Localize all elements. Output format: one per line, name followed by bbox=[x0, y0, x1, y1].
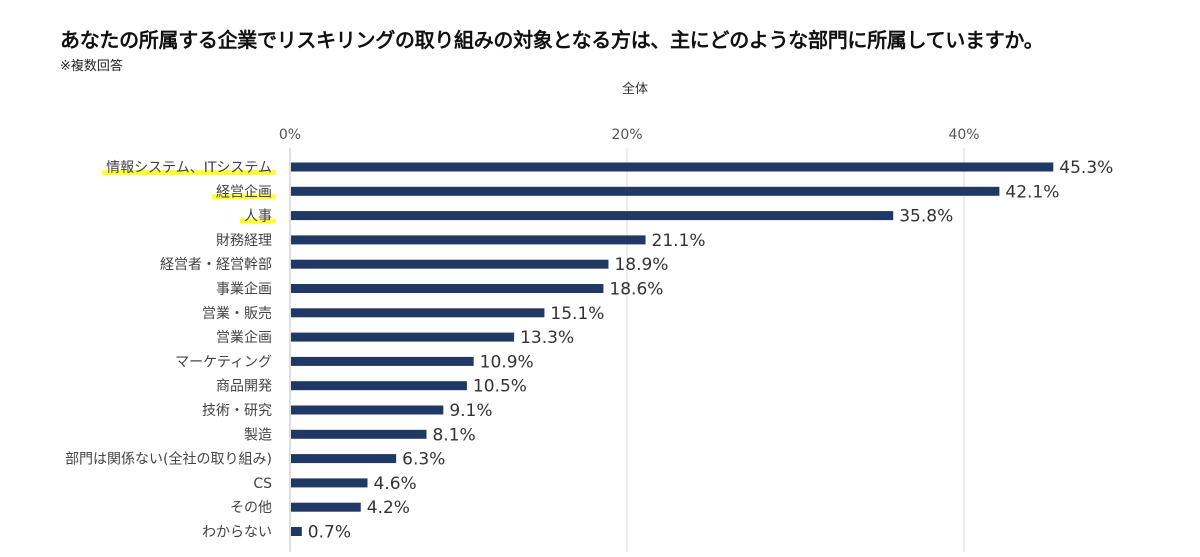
bar bbox=[291, 527, 302, 536]
category-label: 営業企画 bbox=[216, 329, 272, 346]
bar bbox=[291, 259, 609, 269]
chart-subtitle: 全体 bbox=[621, 82, 648, 97]
bar bbox=[291, 502, 361, 512]
bar bbox=[291, 478, 368, 488]
chart-title: あなたの所属する企業でリスキリングの取り組みの対象となる方は、主にどのような部門… bbox=[60, 28, 1044, 52]
value-label: 42.1% bbox=[1005, 182, 1059, 202]
label-highlight bbox=[212, 194, 276, 200]
value-label: 4.6% bbox=[374, 474, 417, 494]
category-label: 人事 bbox=[244, 209, 272, 225]
bar bbox=[291, 211, 894, 221]
value-label: 15.1% bbox=[550, 304, 604, 324]
category-label: 情報システム、ITシステム bbox=[106, 160, 272, 176]
label-highlight bbox=[102, 170, 276, 175]
value-label: 9.1% bbox=[449, 401, 492, 421]
value-label: 18.9% bbox=[614, 255, 668, 275]
bar bbox=[291, 308, 545, 318]
bar bbox=[291, 186, 1000, 196]
category-label: CS bbox=[253, 476, 272, 492]
category-label: 製造 bbox=[244, 427, 272, 443]
value-label: 8.1% bbox=[432, 425, 475, 445]
bar-layer bbox=[291, 162, 1054, 536]
value-label: 10.9% bbox=[480, 352, 534, 372]
value-label: 0.7% bbox=[308, 523, 351, 543]
category-label: 技術・研究 bbox=[202, 403, 272, 419]
x-tick-label: 40% bbox=[948, 127, 979, 143]
value-label: 21.1% bbox=[652, 231, 706, 251]
value-label: 13.3% bbox=[520, 328, 574, 348]
bar bbox=[291, 429, 427, 439]
bar bbox=[291, 405, 444, 415]
value-label: 10.5% bbox=[473, 377, 527, 397]
bar bbox=[291, 454, 397, 464]
bar bbox=[291, 284, 604, 293]
category-label: 部門は関係ない(全社の取り組み) bbox=[65, 451, 272, 468]
label-highlight bbox=[240, 218, 276, 224]
category-label: 経営企画 bbox=[216, 183, 272, 200]
category-label: 財務経理 bbox=[216, 233, 272, 249]
highlight-layer bbox=[102, 170, 276, 224]
category-label: 営業・販売 bbox=[202, 306, 272, 322]
x-tick-label: 20% bbox=[611, 127, 642, 143]
bar bbox=[291, 381, 467, 391]
category-label: 経営者・経営幹部 bbox=[160, 256, 272, 273]
bar bbox=[291, 332, 515, 342]
label-layer: 0% 20% 40% 情報システム、ITシステム 45.3% 経営企画 42.1% 人事 35.… bbox=[65, 127, 1113, 543]
value-label: 6.3% bbox=[402, 450, 445, 470]
category-label: 商品開発 bbox=[216, 379, 272, 395]
value-label: 35.8% bbox=[899, 207, 953, 227]
bar bbox=[291, 356, 474, 366]
bar bbox=[291, 162, 1054, 172]
category-label: マーケティング bbox=[175, 354, 272, 370]
category-label: 事業企画 bbox=[216, 281, 272, 298]
value-label: 45.3% bbox=[1059, 158, 1113, 178]
category-label: その他 bbox=[230, 500, 272, 516]
chart-note: ※複数回答 bbox=[60, 59, 123, 74]
value-label: 18.6% bbox=[609, 280, 663, 300]
category-label: わからない bbox=[202, 525, 272, 541]
value-label: 4.2% bbox=[367, 498, 410, 518]
bar bbox=[291, 235, 646, 245]
x-tick-label: 0% bbox=[279, 127, 301, 143]
